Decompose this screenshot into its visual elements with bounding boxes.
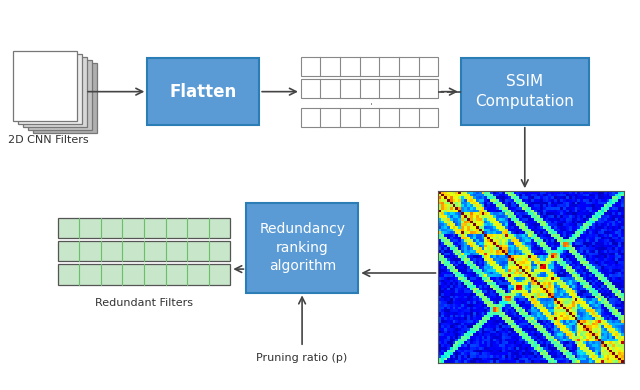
FancyBboxPatch shape <box>461 58 589 125</box>
FancyBboxPatch shape <box>246 203 358 292</box>
FancyBboxPatch shape <box>13 51 77 121</box>
FancyBboxPatch shape <box>58 218 230 238</box>
Text: . . .: . . . <box>364 101 376 121</box>
FancyBboxPatch shape <box>147 58 259 125</box>
FancyBboxPatch shape <box>301 79 438 98</box>
Text: Flatten: Flatten <box>170 83 237 101</box>
Text: Pruning ratio (p): Pruning ratio (p) <box>257 353 348 363</box>
Text: Redundant Filters: Redundant Filters <box>95 298 193 308</box>
Text: Redundancy
ranking
algorithm: Redundancy ranking algorithm <box>259 222 346 273</box>
FancyBboxPatch shape <box>23 57 87 127</box>
FancyBboxPatch shape <box>28 60 92 130</box>
FancyBboxPatch shape <box>58 241 230 261</box>
FancyBboxPatch shape <box>58 264 230 285</box>
Text: 2D CNN Filters: 2D CNN Filters <box>8 135 88 145</box>
Text: SSIM
Computation: SSIM Computation <box>476 74 574 109</box>
FancyBboxPatch shape <box>301 108 438 127</box>
FancyBboxPatch shape <box>18 54 82 124</box>
FancyBboxPatch shape <box>33 63 97 133</box>
FancyBboxPatch shape <box>301 57 438 76</box>
